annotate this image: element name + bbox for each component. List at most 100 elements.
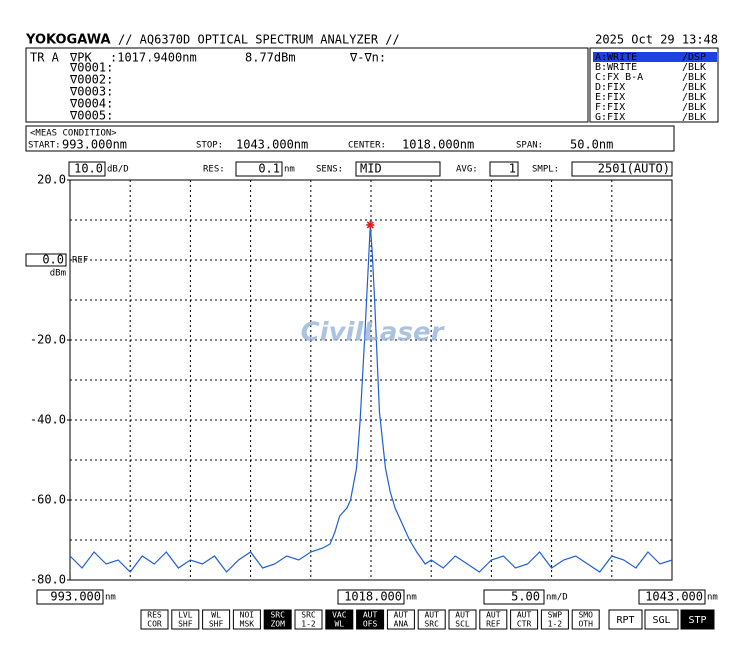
softkey-bottom: SCL <box>455 620 470 629</box>
avg-value: 1 <box>509 162 516 176</box>
softkey-bottom: ANA <box>394 620 409 629</box>
softkey-top: AUT <box>455 611 470 620</box>
softkey <box>510 609 539 630</box>
softkey-top: AUT <box>486 611 501 620</box>
sens-value: MID <box>360 162 382 176</box>
sweep-key-label: SGL <box>652 615 670 626</box>
ref-value: 0.0 <box>42 253 64 267</box>
marker-row: ∇0003: <box>69 85 113 99</box>
trace-highlight <box>593 52 717 62</box>
softkey <box>294 609 323 630</box>
smpl-value: 2501(AUTO) <box>598 162 670 176</box>
softkey <box>232 609 261 630</box>
meas-panel <box>25 125 675 152</box>
start-value: 993.000nm <box>62 138 127 152</box>
softkey-bottom: WL <box>334 620 344 629</box>
softkey-top: SMO <box>578 611 593 620</box>
softkey-bottom: SRC <box>424 620 439 629</box>
smpl-label: SMPL: <box>532 165 559 175</box>
trace-name: TR A <box>30 51 60 65</box>
trace-label: B:WRITE <box>595 62 637 73</box>
softkey-top: NOI <box>240 611 255 620</box>
trace-label: F:FIX <box>595 102 625 113</box>
marker-row: ∇0001: <box>69 61 113 75</box>
meas-title: <MEAS CONDITION> <box>30 129 117 139</box>
softkey <box>171 609 200 630</box>
span-div-box <box>483 589 545 605</box>
sweep-key <box>680 609 715 630</box>
x-tick-label: 1018.000 <box>344 590 402 604</box>
span-value: 50.0nm <box>570 138 613 152</box>
x-tick-box <box>337 589 405 605</box>
peak-label: ∇PK <box>69 51 92 65</box>
softkey-bottom: COR <box>147 620 162 629</box>
res-unit: nm <box>284 165 295 175</box>
softkey <box>140 609 169 630</box>
trace-label: G:FIX <box>595 112 625 123</box>
trace-mode: /BLK <box>682 92 706 103</box>
softkey-top: RES <box>147 611 162 620</box>
trace-label: C:FX B-A <box>595 72 643 83</box>
softkey-top: SWP <box>548 611 563 620</box>
softkey-top: WL <box>211 611 221 620</box>
y-tick-label: -40.0 <box>30 413 66 427</box>
softkey-bottom: OFS <box>363 620 378 629</box>
softkey-top: LVL <box>178 611 193 620</box>
x-tick-box <box>638 589 706 605</box>
x-unit: nm <box>707 593 718 603</box>
softkey-top: AUT <box>424 611 439 620</box>
avg-label: AVG: <box>456 165 478 175</box>
softkey-top: SRC <box>270 611 285 620</box>
softkey-bottom: REF <box>486 620 501 629</box>
sweep-key <box>644 609 679 630</box>
start-label: START: <box>28 141 61 151</box>
delta-label: ∇-∇n: <box>349 51 386 65</box>
marker-row: ∇0005: <box>69 109 113 123</box>
scale-value: 10.0 <box>74 162 103 176</box>
y-tick-label: -60.0 <box>30 493 66 507</box>
sweep-key <box>608 609 643 630</box>
trace-mode: /BLK <box>682 62 706 73</box>
softkey-top: AUT <box>363 611 378 620</box>
span-label: SPAN: <box>516 141 543 151</box>
softkey <box>417 609 446 630</box>
model: // AQ6370D OPTICAL SPECTRUM ANALYZER // <box>118 33 400 47</box>
trace-mode: /BLK <box>682 102 706 113</box>
ref-box <box>25 253 67 267</box>
softkey-top: VAC <box>332 611 347 620</box>
softkey-bottom: OTH <box>578 620 593 629</box>
sens-box <box>355 161 441 177</box>
datetime: 2025 Oct 29 13:48 <box>595 33 718 47</box>
peak-marker <box>366 220 375 229</box>
softkey <box>202 609 231 630</box>
softkey <box>540 609 569 630</box>
y-tick-label: 20.0 <box>37 173 66 187</box>
trace-label: A:WRITE <box>595 52 637 63</box>
marker-panel <box>25 47 589 123</box>
marker-row: ∇0002: <box>69 73 113 87</box>
x-tick-box <box>36 589 104 605</box>
x-unit: nm <box>406 593 417 603</box>
softkey-top: SRC <box>301 611 316 620</box>
softkey-bottom: SHF <box>178 620 193 629</box>
y-tick-label: -20.0 <box>30 333 66 347</box>
watermark: CivilLaser <box>301 318 446 348</box>
res-label: RES: <box>203 165 225 175</box>
trace-mode: /DSP <box>682 52 706 63</box>
softkey <box>571 609 600 630</box>
brand: YOKOGAWA <box>25 33 111 48</box>
softkey-bottom: ZOM <box>270 620 285 629</box>
softkey <box>263 609 292 630</box>
center-label: CENTER: <box>348 141 386 151</box>
peak-wavelength: :1017.9400nm <box>110 51 197 65</box>
plot: 20.0 -20.0 -40.0 -60.0 -80.0 0.0 REF dBm <box>25 173 673 587</box>
span-div-value: 5.00 <box>511 590 540 604</box>
smpl-box <box>571 161 673 177</box>
x-tick-label: 993.000 <box>50 590 101 604</box>
trace-mode: /BLK <box>682 112 706 123</box>
softkey-bottom: 1-2 <box>548 620 563 629</box>
softkey <box>479 609 508 630</box>
y-tick-label: -80.0 <box>30 573 66 587</box>
trace-label: D:FIX <box>595 82 625 93</box>
softkey-bottom: SHF <box>209 620 224 629</box>
